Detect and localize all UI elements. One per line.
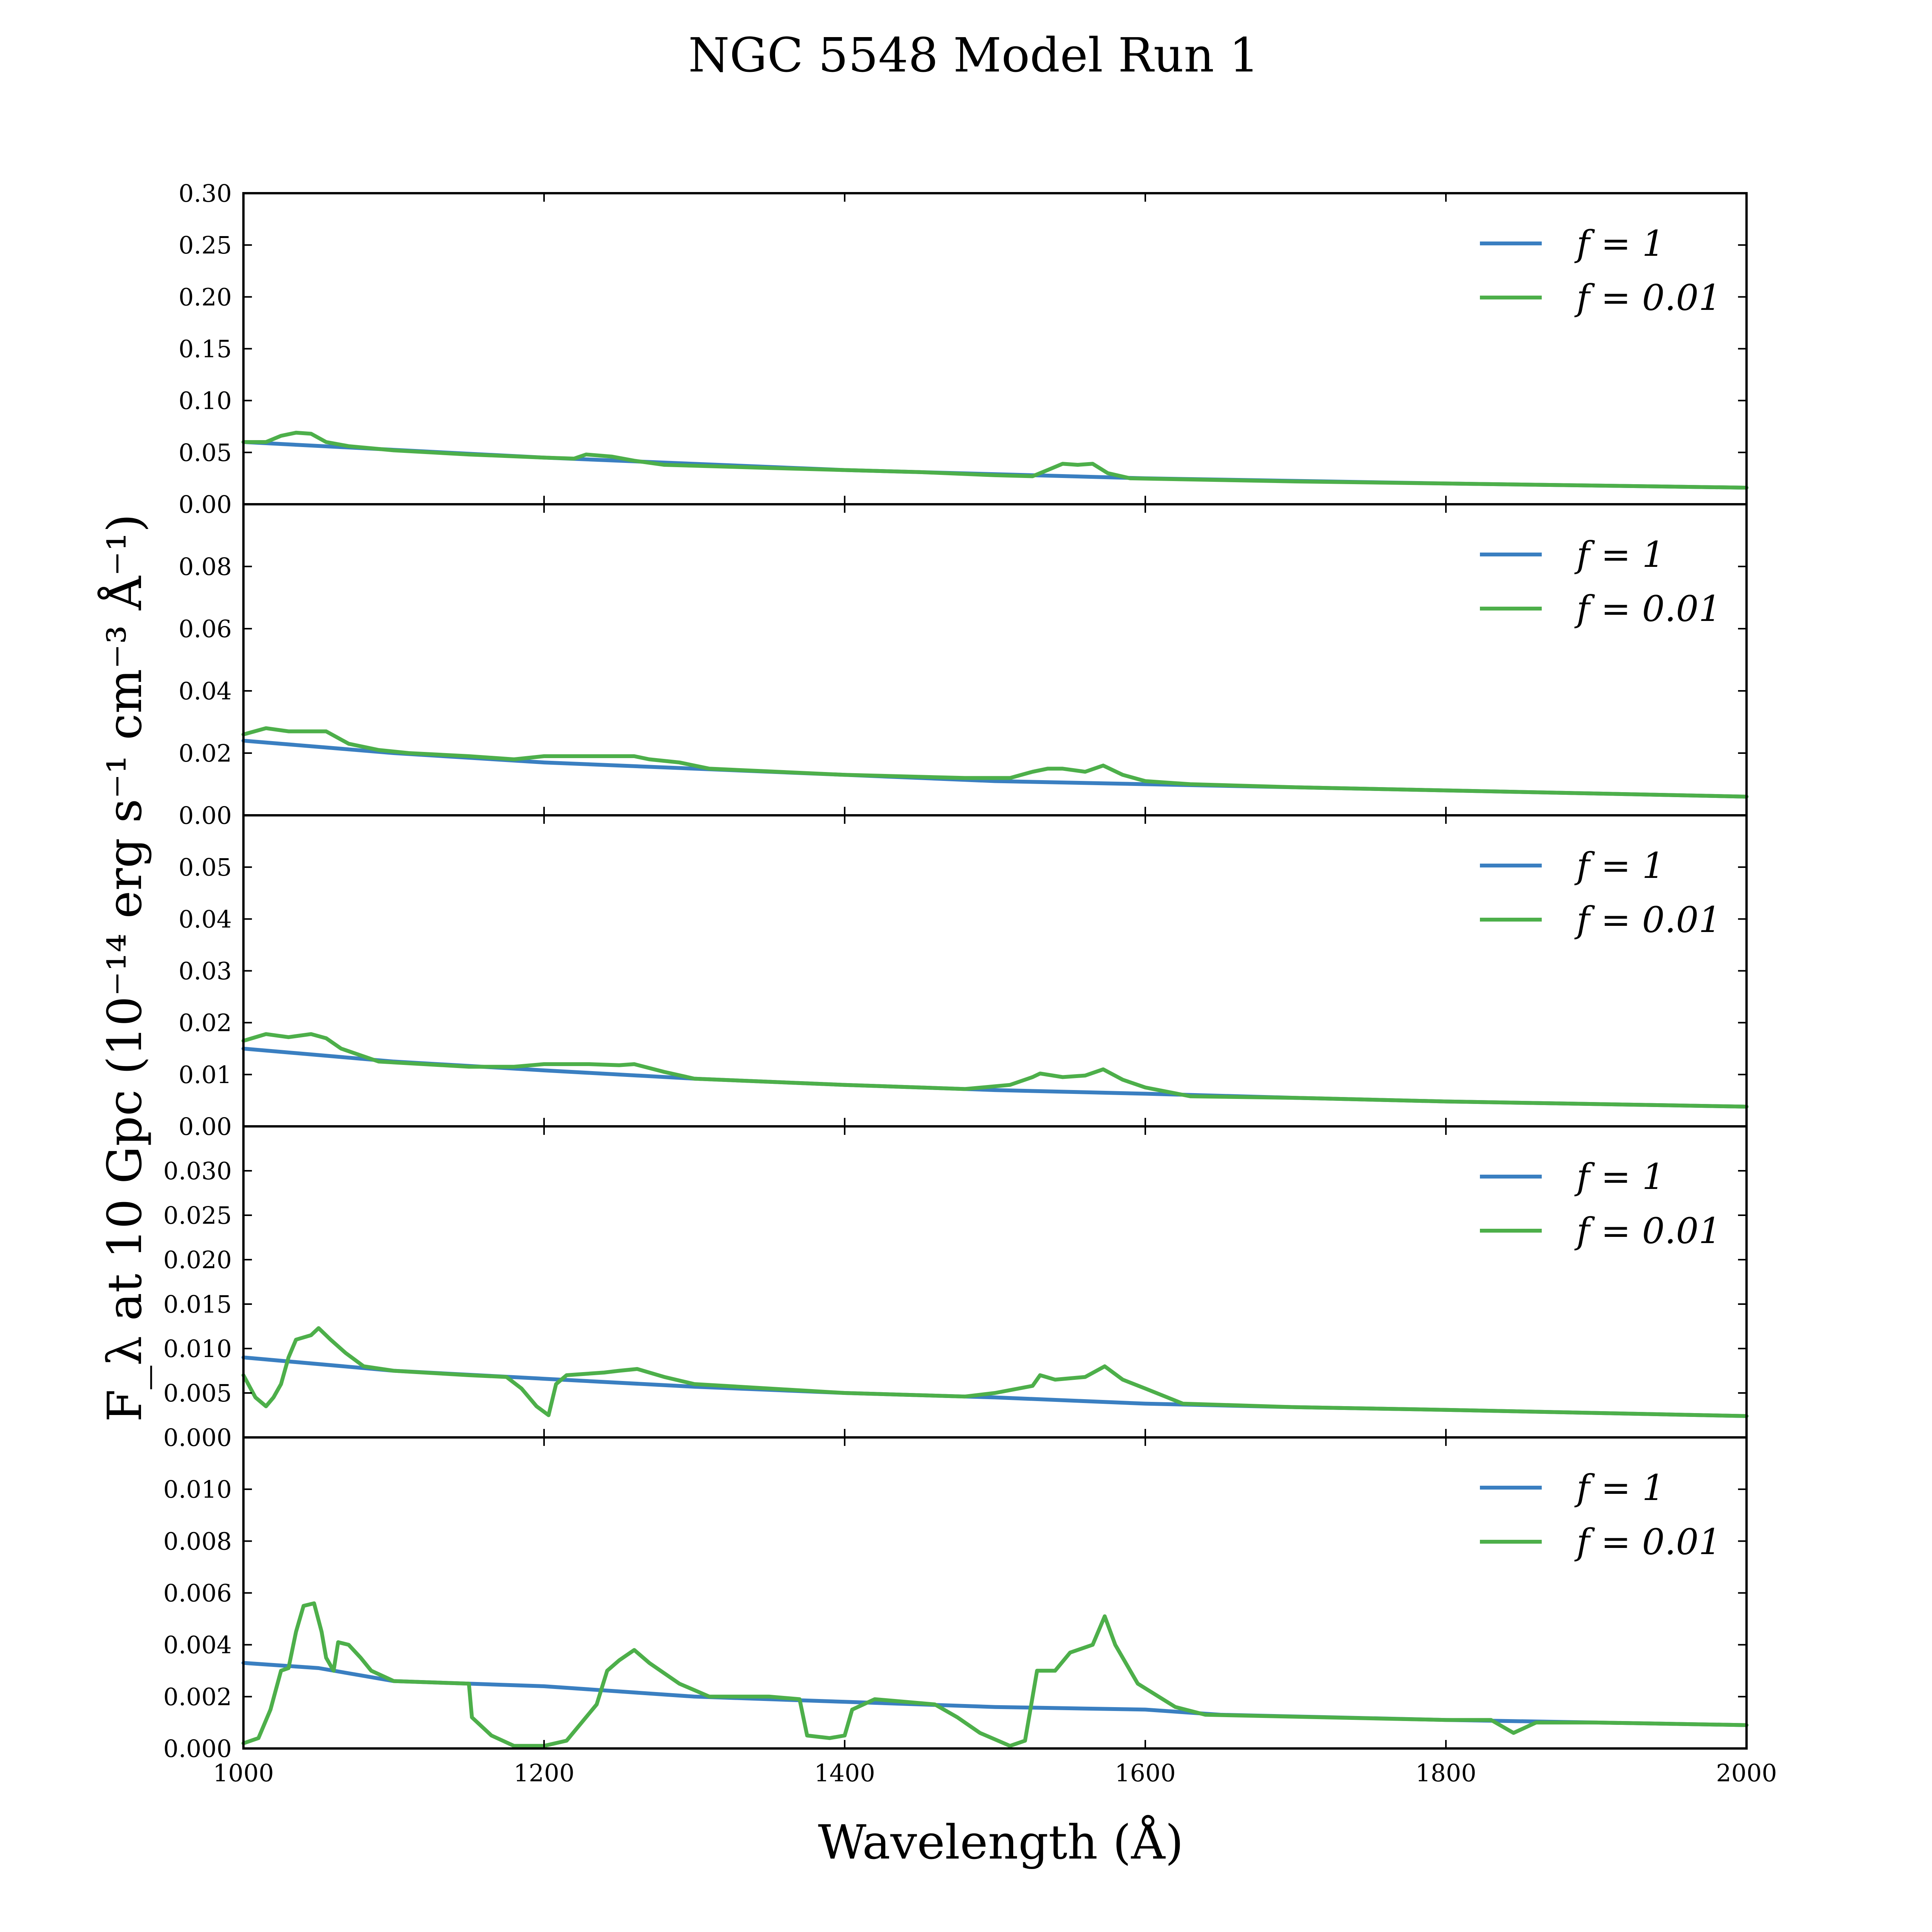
x-tick-label: 1000 — [213, 1759, 274, 1787]
y-tick-label: 0.000 — [163, 1735, 232, 1763]
y-tick-label: 0.00 — [179, 1112, 232, 1141]
y-tick-label: 0.02 — [179, 739, 232, 767]
y-tick-label: 0.010 — [163, 1475, 232, 1503]
y-tick-label: 0.04 — [179, 677, 232, 705]
y-tick-label: 0.10 — [179, 387, 232, 415]
panel-2: 0.00 0.02 0.04 0.06 0.08 f = 1 f = 0.01 — [179, 503, 1748, 830]
y-tick-label: 0.010 — [163, 1335, 232, 1363]
series-line-f001 — [242, 430, 1748, 490]
series-line-f1 — [242, 1355, 1748, 1418]
panel-1: 0.00 0.05 0.10 0.15 0.20 0.25 0.30 f = 1 f = 0.0… — [179, 179, 1748, 519]
y-tick-label: 0.20 — [179, 283, 232, 311]
series-line-f001 — [242, 1326, 1748, 1418]
y-tick-label: 0.25 — [179, 231, 232, 259]
legend-label-f001: f = 0.01 — [1574, 899, 1721, 940]
y-tick-label: 0.006 — [163, 1579, 232, 1607]
legend-label-f001: f = 0.01 — [1574, 1521, 1721, 1563]
legend: f = 1 f = 0.01 — [1480, 1156, 1721, 1252]
plot-frame — [242, 814, 1748, 1128]
plot-frame — [242, 192, 1748, 505]
y-tick-label: 0.015 — [163, 1290, 232, 1318]
y-tick-label: 0.025 — [163, 1201, 232, 1230]
series-line-f1 — [242, 738, 1748, 799]
x-tick-label: 1200 — [514, 1759, 575, 1787]
panel-4: 0.000 0.005 0.010 0.015 0.020 0.025 0.030 f = 1… — [163, 1125, 1748, 1452]
x-tick-label: 1400 — [814, 1759, 875, 1787]
y-tick-label: 0.020 — [163, 1246, 232, 1274]
y-tick-label: 0.15 — [179, 335, 232, 363]
y-tick-label: 0.030 — [163, 1157, 232, 1185]
legend-label-f1: f = 1 — [1574, 1467, 1665, 1509]
x-axis-title: Wavelength (Å) — [818, 1815, 1184, 1870]
x-tick-label: 2000 — [1716, 1759, 1777, 1787]
panel-3: 0.00 0.01 0.02 0.03 0.04 0.05 f = 1 f = 0.01 — [179, 814, 1748, 1141]
chart-title: NGC 5548 Model Run 1 — [688, 28, 1259, 83]
legend-label-f001: f = 0.01 — [1574, 277, 1721, 318]
series-line-f001 — [242, 1032, 1748, 1109]
y-tick-label: 0.002 — [163, 1683, 232, 1711]
panel-5: 0.000 0.002 0.004 0.006 0.008 0.010 1000 1200 14… — [163, 1436, 1777, 1787]
legend-label-f1: f = 1 — [1574, 1156, 1665, 1197]
legend: f = 1 f = 0.01 — [1480, 845, 1721, 940]
y-tick-label: 0.04 — [179, 905, 232, 933]
y-tick-label: 0.06 — [179, 615, 232, 643]
series-line-f1 — [242, 440, 1748, 490]
legend-label-f1: f = 1 — [1574, 845, 1665, 886]
y-tick-label: 0.00 — [179, 490, 232, 519]
x-tick-label: 1800 — [1415, 1759, 1476, 1787]
y-tick-label: 0.000 — [163, 1423, 232, 1452]
plot-frame — [242, 1125, 1748, 1439]
y-tick-label: 0.00 — [179, 801, 232, 830]
y-tick-label: 0.05 — [179, 439, 232, 467]
y-tick-label: 0.30 — [179, 179, 232, 207]
legend-label-f1: f = 1 — [1574, 534, 1665, 575]
legend: f = 1 f = 0.01 — [1480, 534, 1721, 629]
y-tick-label: 0.01 — [179, 1061, 232, 1089]
legend: f = 1 f = 0.01 — [1480, 223, 1721, 318]
y-tick-label: 0.03 — [179, 957, 232, 985]
legend: f = 1 f = 0.01 — [1480, 1467, 1721, 1563]
y-tick-label: 0.05 — [179, 853, 232, 881]
y-tick-label: 0.004 — [163, 1631, 232, 1659]
y-tick-label: 0.008 — [163, 1527, 232, 1555]
panels: 0.00 0.05 0.10 0.15 0.20 0.25 0.30 f = 1 f = 0.0… — [163, 179, 1777, 1787]
y-tick-label: 0.08 — [179, 553, 232, 581]
y-axis-title: F_λ at 10 Gpc (10⁻¹⁴ erg s⁻¹ cm⁻³ Å⁻¹) — [97, 514, 152, 1422]
series-line-f001 — [242, 1601, 1748, 1748]
series-line-f001 — [242, 726, 1748, 799]
legend-label-f1: f = 1 — [1574, 223, 1665, 264]
legend-label-f001: f = 0.01 — [1574, 588, 1721, 629]
plot-frame — [242, 503, 1748, 816]
x-tick-label: 1600 — [1115, 1759, 1176, 1787]
legend-label-f001: f = 0.01 — [1574, 1210, 1721, 1252]
y-tick-label: 0.005 — [163, 1379, 232, 1407]
series-line-f1 — [242, 1046, 1748, 1109]
y-tick-label: 0.02 — [179, 1009, 232, 1037]
